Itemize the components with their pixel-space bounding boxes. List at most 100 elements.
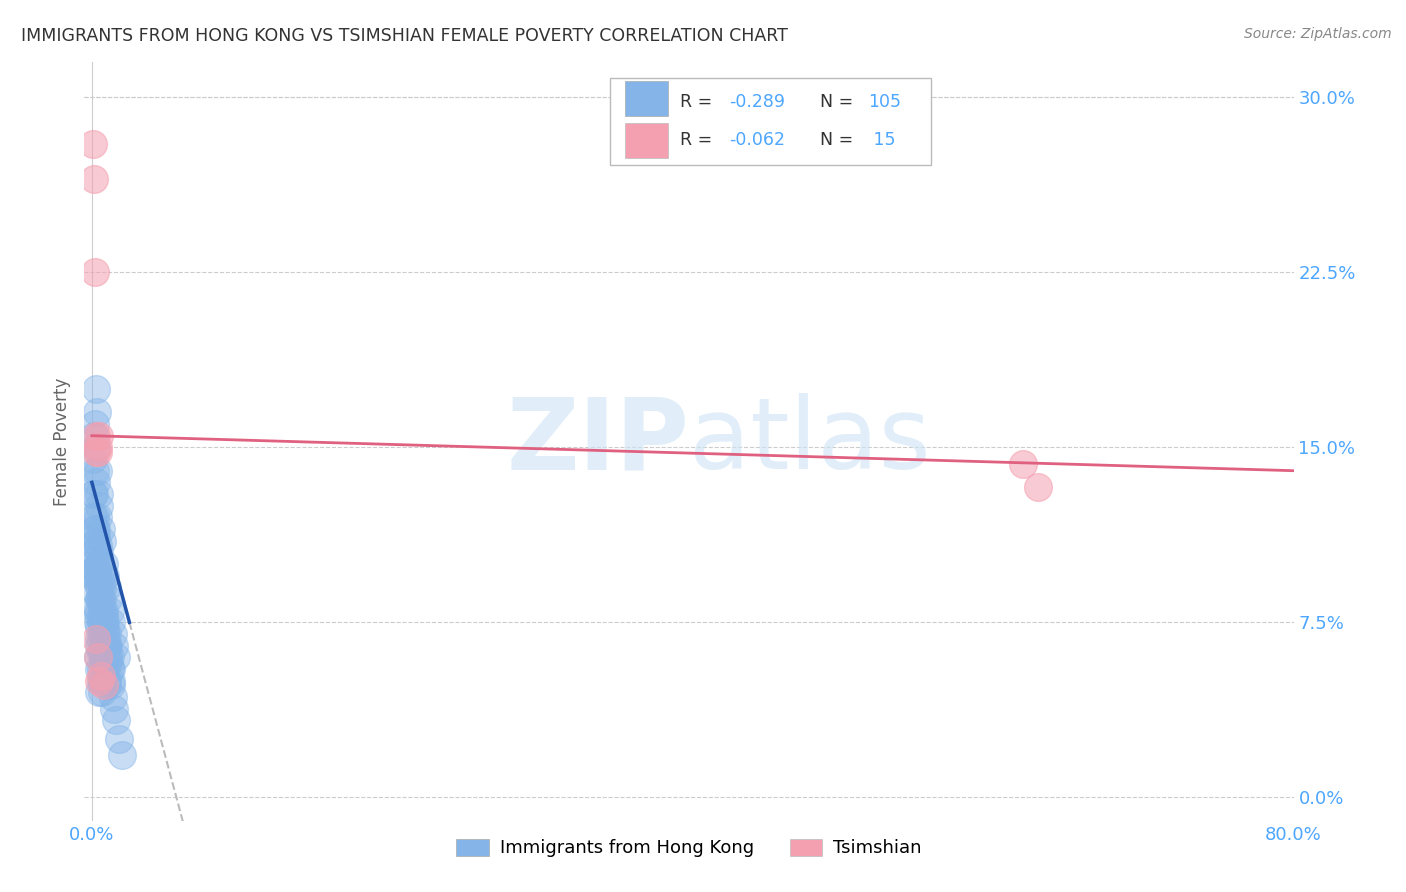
Point	[90, 592, 112, 607]
Point	[90, 522, 112, 536]
Point	[87, 650, 110, 665]
Point	[86, 522, 108, 536]
Point	[96, 673, 118, 688]
Point	[100, 673, 122, 688]
Y-axis label: Female Poverty: Female Poverty	[53, 377, 72, 506]
Point	[91, 685, 114, 699]
Text: IMMIGRANTS FROM HONG KONG VS TSIMSHIAN FEMALE POVERTY CORRELATION CHART: IMMIGRANTS FROM HONG KONG VS TSIMSHIAN F…	[21, 27, 787, 45]
Point	[87, 510, 110, 524]
Point	[94, 666, 117, 681]
Point	[91, 592, 114, 607]
Point	[91, 627, 114, 641]
Point	[86, 585, 108, 599]
Point	[87, 441, 110, 455]
Point	[82, 510, 104, 524]
Point	[108, 731, 131, 746]
Point	[94, 623, 117, 637]
Point	[89, 580, 111, 594]
Point	[90, 669, 112, 683]
Point	[89, 673, 111, 688]
Point	[97, 655, 120, 669]
Text: Source: ZipAtlas.com: Source: ZipAtlas.com	[1244, 27, 1392, 41]
Point	[87, 615, 110, 630]
Point	[98, 662, 121, 676]
Point	[93, 632, 115, 646]
Point	[90, 662, 112, 676]
Point	[83, 522, 105, 536]
Point	[86, 428, 108, 442]
Point	[94, 639, 117, 653]
Text: N =: N =	[820, 93, 858, 111]
Point	[87, 568, 110, 582]
Point	[87, 650, 110, 665]
Point	[96, 639, 118, 653]
Point	[86, 475, 108, 490]
Point	[94, 662, 117, 676]
Point	[100, 678, 122, 692]
Point	[87, 575, 110, 590]
Point	[89, 662, 111, 676]
Point	[89, 620, 111, 634]
Point	[104, 650, 127, 665]
Point	[101, 627, 124, 641]
Point	[83, 487, 105, 501]
Point	[86, 445, 108, 459]
Point	[86, 568, 108, 582]
Point	[83, 538, 105, 552]
Point	[82, 137, 104, 152]
Point	[82, 452, 104, 467]
Point	[82, 568, 104, 582]
Point	[87, 464, 110, 478]
Text: 105: 105	[868, 93, 901, 111]
Point	[96, 580, 118, 594]
Point	[90, 632, 112, 646]
Point	[94, 568, 117, 582]
Point	[86, 632, 108, 646]
Point	[86, 599, 108, 613]
Point	[86, 441, 108, 455]
Point	[90, 568, 112, 582]
Legend: Immigrants from Hong Kong, Tsimshian: Immigrants from Hong Kong, Tsimshian	[449, 831, 929, 864]
Point	[89, 639, 111, 653]
Point	[87, 538, 110, 552]
Text: N =: N =	[820, 131, 858, 149]
Point	[86, 562, 108, 576]
Point	[96, 678, 118, 692]
Point	[93, 557, 115, 571]
Point	[93, 604, 115, 618]
Point	[103, 701, 125, 715]
Point	[83, 265, 105, 279]
Point	[101, 690, 124, 704]
Point	[100, 662, 122, 676]
Point	[87, 445, 110, 459]
Point	[97, 639, 120, 653]
Text: R =: R =	[681, 131, 718, 149]
Point	[91, 580, 114, 594]
Text: ZIP: ZIP	[506, 393, 689, 490]
Point	[98, 604, 121, 618]
Point	[93, 615, 115, 630]
Point	[87, 604, 110, 618]
Point	[83, 428, 105, 442]
Point	[89, 685, 111, 699]
Point	[83, 417, 105, 431]
Point	[83, 172, 105, 186]
Point	[89, 592, 111, 607]
Point	[90, 615, 112, 630]
Point	[87, 487, 110, 501]
Point	[96, 639, 118, 653]
Point	[87, 557, 110, 571]
Text: -0.062: -0.062	[728, 131, 785, 149]
Point	[86, 405, 108, 419]
Point	[93, 608, 115, 623]
FancyBboxPatch shape	[624, 123, 668, 158]
Point	[91, 643, 114, 657]
Point	[89, 499, 111, 513]
Point	[86, 552, 108, 566]
Text: R =: R =	[681, 93, 718, 111]
Point	[103, 639, 125, 653]
Point	[82, 487, 104, 501]
Point	[83, 545, 105, 559]
Point	[83, 562, 105, 576]
Point	[89, 592, 111, 607]
